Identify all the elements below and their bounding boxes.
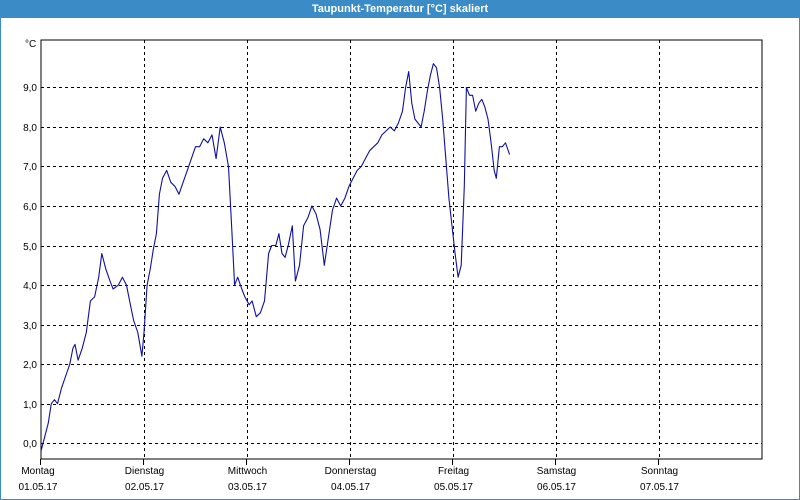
x-tick-day-label: Mittwoch [228,466,267,477]
y-tick-label: 6,0 [23,202,37,213]
y-tick-label: 4,0 [23,281,37,292]
x-tick-date-label: 04.05.17 [331,482,370,493]
x-tick-date-label: 07.05.17 [640,482,679,493]
y-tick-label: 2,0 [23,360,37,371]
x-tick-day-label: Dienstag [125,466,164,477]
y-tick-label: 5,0 [23,242,37,253]
x-tick-date-label: 02.05.17 [125,482,164,493]
y-tick-label: 1,0 [23,400,37,411]
y-tick-label: 0,0 [23,439,37,450]
series-line-dewpoint [40,63,511,452]
y-tick-label: 3,0 [23,321,37,332]
y-axis-unit-label: °C [25,39,36,50]
x-tick-day-label: Donnerstag [325,466,377,477]
y-tick-label: 8,0 [23,123,37,134]
chart-area: 0,0 1,0 2,0 3,0 4,0 5,0 6,0 7,0 8,0 9,0 °C Montag 01… [0,18,800,500]
x-tick-date-label: 06.05.17 [537,482,576,493]
plot-frame [40,39,763,460]
x-tick-date-label: 05.05.17 [434,482,473,493]
x-tick-day-label: Montag [21,466,54,477]
y-tick-label: 7,0 [23,162,37,173]
x-tick-day-label: Sonntag [641,466,678,477]
window-title: Taupunkt-Temperatur [°C] skaliert [0,0,800,18]
y-tick-label: 9,0 [23,83,37,94]
x-tick-date-label: 03.05.17 [228,482,267,493]
dewpoint-chart: 0,0 1,0 2,0 3,0 4,0 5,0 6,0 7,0 8,0 9,0 °C Montag 01… [19,39,763,493]
x-tick-day-label: Freitag [438,466,469,477]
x-tick-date-label: 01.05.17 [19,482,58,493]
x-tick-day-label: Samstag [537,466,576,477]
